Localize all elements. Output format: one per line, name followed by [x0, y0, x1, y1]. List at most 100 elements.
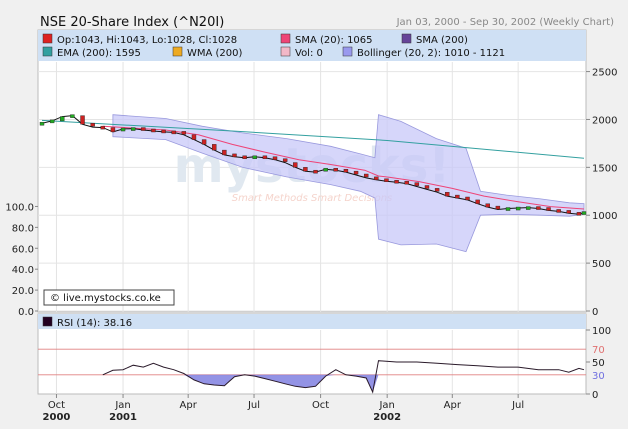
x-tick-label: Jan	[114, 400, 130, 411]
price-candle	[110, 127, 116, 133]
price-candle	[70, 114, 75, 118]
x-tick-label: Jan	[378, 400, 394, 411]
rsi-tick-label: 50	[592, 358, 605, 369]
legend-label: SMA (20): 1065	[295, 35, 373, 46]
price-candle	[272, 156, 278, 160]
price-candle	[282, 158, 288, 162]
price-candle	[445, 192, 450, 197]
price-candle	[171, 130, 176, 135]
rsi-oversold-fill	[102, 374, 585, 393]
price-candle	[424, 185, 430, 189]
x-year-label: 2000	[43, 412, 71, 423]
price-candle	[90, 123, 95, 127]
price-candle	[100, 125, 105, 130]
price-candle	[49, 119, 55, 124]
price-candle	[130, 127, 136, 131]
legend-label: WMA (200)	[187, 48, 243, 59]
price-plot	[39, 114, 587, 253]
legend-label: EMA (200): 1595	[57, 48, 141, 59]
price-candle	[333, 168, 338, 172]
price-candle	[404, 180, 409, 185]
price-candle	[80, 115, 85, 125]
price-candle	[232, 153, 237, 158]
x-tick-label: Jul	[247, 400, 260, 411]
rsi-tick-label: 30	[592, 371, 605, 382]
price-candle	[293, 162, 298, 168]
legend-swatch	[42, 33, 53, 44]
price-candle	[181, 131, 187, 135]
price-candle	[475, 199, 480, 204]
price-candle	[515, 206, 521, 211]
legend-label: Bollinger (20, 2): 1010 - 1121	[357, 48, 505, 59]
price-candle	[120, 127, 126, 132]
volume-tick-label: 80.0	[12, 223, 34, 234]
price-candle	[374, 176, 379, 181]
price-candle	[222, 149, 227, 156]
rsi-tick-label: 70	[592, 345, 605, 356]
price-candle	[303, 167, 308, 172]
x-tick-label: Apr	[444, 400, 462, 411]
rsi-legend-swatch	[42, 316, 53, 327]
legend-label: SMA (200)	[416, 35, 468, 46]
price-candle	[505, 207, 511, 211]
x-tick-label: Jul	[511, 400, 524, 411]
price-candle	[576, 212, 582, 216]
price-candle	[394, 180, 399, 184]
price-candle	[465, 196, 470, 201]
volume-tick-label: 0.0	[18, 307, 34, 318]
legend: Op:1043, Hi:1043, Lo:1028, Cl:1028 SMA (2…	[38, 30, 586, 61]
rsi-legend-label: RSI (14): 38.16	[57, 318, 132, 329]
price-candle	[141, 127, 146, 131]
price-tick-label: 1500	[592, 163, 617, 174]
x-year-label: 2001	[109, 412, 137, 423]
volume-tick-label: 100.0	[5, 202, 34, 213]
x-tick-label: Oct	[48, 400, 65, 411]
price-candle	[581, 211, 587, 215]
price-candle	[434, 188, 440, 192]
price-candle	[252, 155, 257, 160]
rsi-tick-label: 100	[592, 326, 611, 337]
rsi-legend: RSI (14): 38.16	[38, 314, 586, 329]
x-tick-label: Oct	[312, 400, 329, 411]
price-candle	[363, 173, 369, 178]
legend-swatch	[172, 46, 183, 57]
x-tick-label: Apr	[180, 400, 198, 411]
price-candle	[313, 169, 318, 174]
credit-box: © live.mystocks.co.ke	[43, 289, 175, 306]
legend-label: Op:1043, Hi:1043, Lo:1028, Cl:1028	[57, 35, 237, 46]
legend-swatch	[280, 46, 291, 57]
price-candle	[566, 210, 572, 214]
price-candle	[151, 128, 156, 133]
price-candle	[212, 144, 217, 151]
gridlines	[38, 62, 586, 394]
credit-label: © live.mystocks.co.ke	[50, 293, 161, 304]
price-candle	[201, 139, 207, 145]
price-tick-label: 500	[592, 259, 611, 270]
price-candle	[536, 206, 541, 210]
price-candle	[546, 207, 551, 211]
price-candle	[526, 206, 531, 210]
chart-title: NSE 20-Share Index (^N20I)	[40, 15, 224, 30]
rsi-tick-label: 0	[592, 390, 598, 401]
price-candle	[323, 168, 328, 172]
legend-swatch	[42, 46, 53, 57]
price-candle	[556, 209, 561, 213]
price-candle	[495, 205, 501, 210]
ema200-line	[41, 119, 585, 159]
volume-tick-label: 20.0	[12, 286, 34, 297]
date-range: Jan 03, 2000 - Sep 30, 2002 (Weekly Char…	[396, 17, 614, 28]
price-tick-label: 0	[592, 307, 598, 318]
price-candle	[60, 116, 65, 122]
sma20-line	[102, 125, 585, 210]
legend-swatch	[401, 33, 412, 44]
price-candle	[39, 122, 45, 126]
volume-tick-label: 60.0	[12, 244, 34, 255]
price-tick-label: 2500	[592, 68, 617, 79]
credit-frame	[43, 289, 175, 306]
price-candle	[161, 129, 166, 134]
price-candle	[384, 178, 389, 182]
price-candle	[414, 182, 420, 186]
price-tick-label: 2000	[592, 115, 617, 126]
price-candle	[262, 155, 268, 160]
